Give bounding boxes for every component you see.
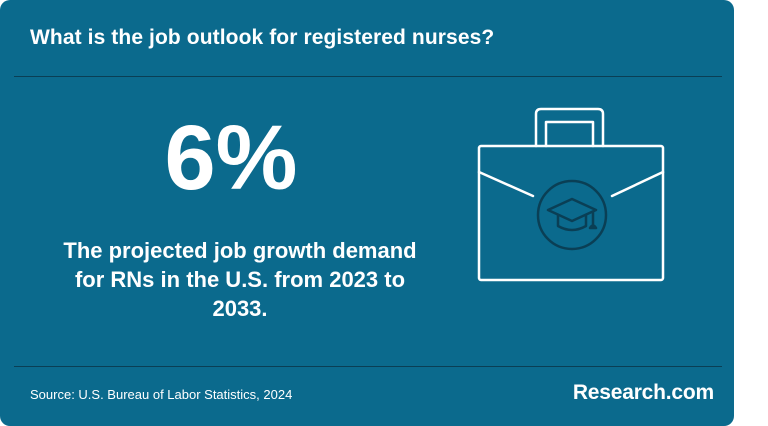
stat-value: 6% bbox=[164, 107, 298, 209]
card-title: What is the job outlook for registered n… bbox=[30, 26, 495, 49]
graduation-cap-icon bbox=[546, 197, 598, 232]
brand-logo: Research.com bbox=[572, 381, 714, 404]
top-divider bbox=[14, 76, 722, 77]
source-citation: Source: U.S. Bureau of Labor Statistics,… bbox=[30, 387, 293, 402]
infographic-card: What is the job outlook for registered n… bbox=[0, 0, 734, 426]
bottom-divider bbox=[14, 366, 722, 367]
briefcase-icon bbox=[477, 107, 665, 282]
stat-description: The projected job growth demand for RNs … bbox=[63, 238, 417, 321]
